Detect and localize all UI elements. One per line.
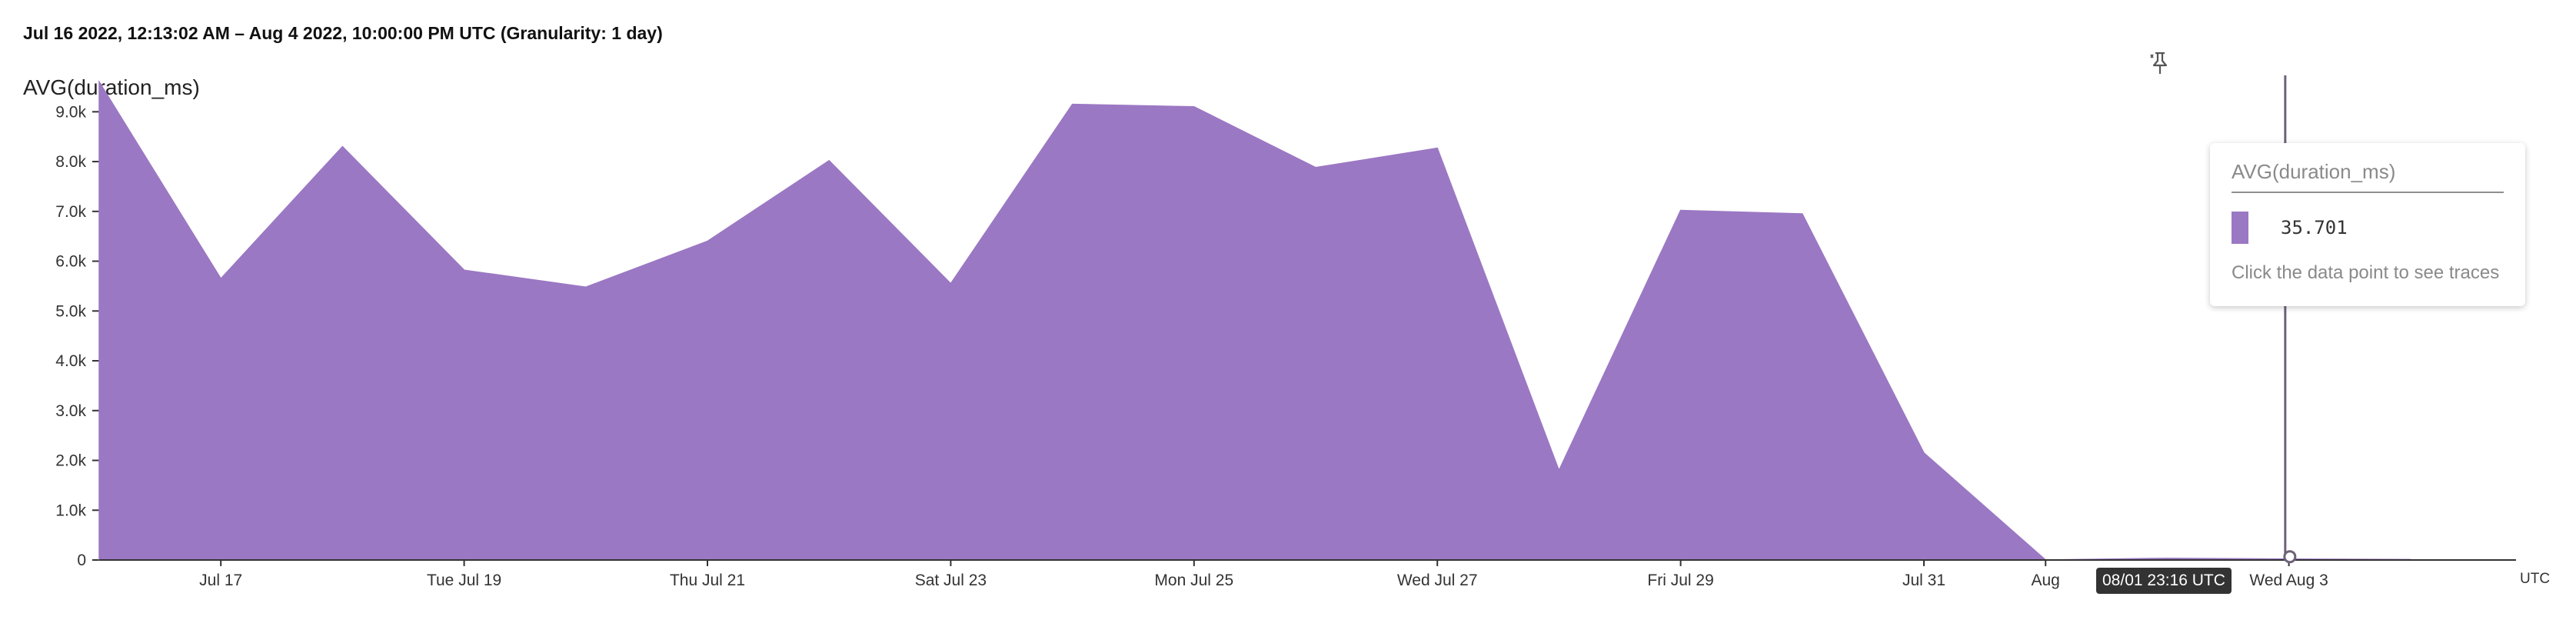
hover-tooltip: AVG(duration_ms) 35.701 Click the data p… <box>2210 143 2525 306</box>
y-tick-label: 7.0k <box>55 203 86 221</box>
hover-time-badge: 08/01 23:16 UTC <box>2096 568 2232 594</box>
y-tick-label: 0 <box>77 552 86 569</box>
y-tick-label: 6.0k <box>55 253 86 271</box>
y-tick-label: 1.0k <box>55 502 86 519</box>
x-tick-label: Sat Jul 23 <box>915 572 987 589</box>
x-tick-label: Wed Jul 27 <box>1397 572 1478 589</box>
x-tick-label: Thu Jul 21 <box>670 572 745 589</box>
x-axis-ticks: Jul 17 Tue Jul 19 Thu Jul 21 Sat Jul 23 Mon … <box>199 560 2328 589</box>
x-tick-label: Tue Jul 19 <box>427 572 501 589</box>
x-tick-label: Jul 17 <box>199 572 242 589</box>
pin-icon[interactable] <box>2148 51 2172 75</box>
x-tick-label: Jul 31 <box>1902 572 1945 589</box>
x-tick-label: Fri Jul 29 <box>1647 572 1713 589</box>
x-tick-label: Mon Jul 25 <box>1154 572 1233 589</box>
x-axis-unit-label: UTC <box>2520 571 2550 587</box>
x-tick-label: Aug <box>2032 572 2060 589</box>
y-axis-ticks: 0 1.0k 2.0k 3.0k 4.0k 5.0k 6.0k 7.0k 8.0k 9.0k <box>55 103 99 569</box>
y-tick-label: 2.0k <box>55 452 86 470</box>
tooltip-hint: Click the data point to see traces <box>2232 262 2500 283</box>
tooltip-value: 35.701 <box>2281 217 2348 238</box>
y-tick-label: 8.0k <box>55 153 86 171</box>
series-area[interactable] <box>98 79 2411 561</box>
y-tick-label: 5.0k <box>55 302 86 320</box>
x-tick-label: Wed Aug 3 <box>2249 572 2328 589</box>
time-range-header: Jul 16 2022, 12:13:02 AM – Aug 4 2022, 1… <box>23 23 663 43</box>
chart-title: AVG(duration_ms) <box>23 75 200 99</box>
series-area-group[interactable] <box>98 79 2411 561</box>
y-tick-label: 3.0k <box>55 402 86 420</box>
tooltip-row: 35.701 <box>2232 212 2504 244</box>
y-tick-label: 9.0k <box>55 103 86 121</box>
y-tick-label: 4.0k <box>55 352 86 370</box>
series-color-swatch <box>2232 212 2248 244</box>
tooltip-title: AVG(duration_ms) <box>2232 160 2504 193</box>
hover-data-point[interactable] <box>2283 550 2297 564</box>
